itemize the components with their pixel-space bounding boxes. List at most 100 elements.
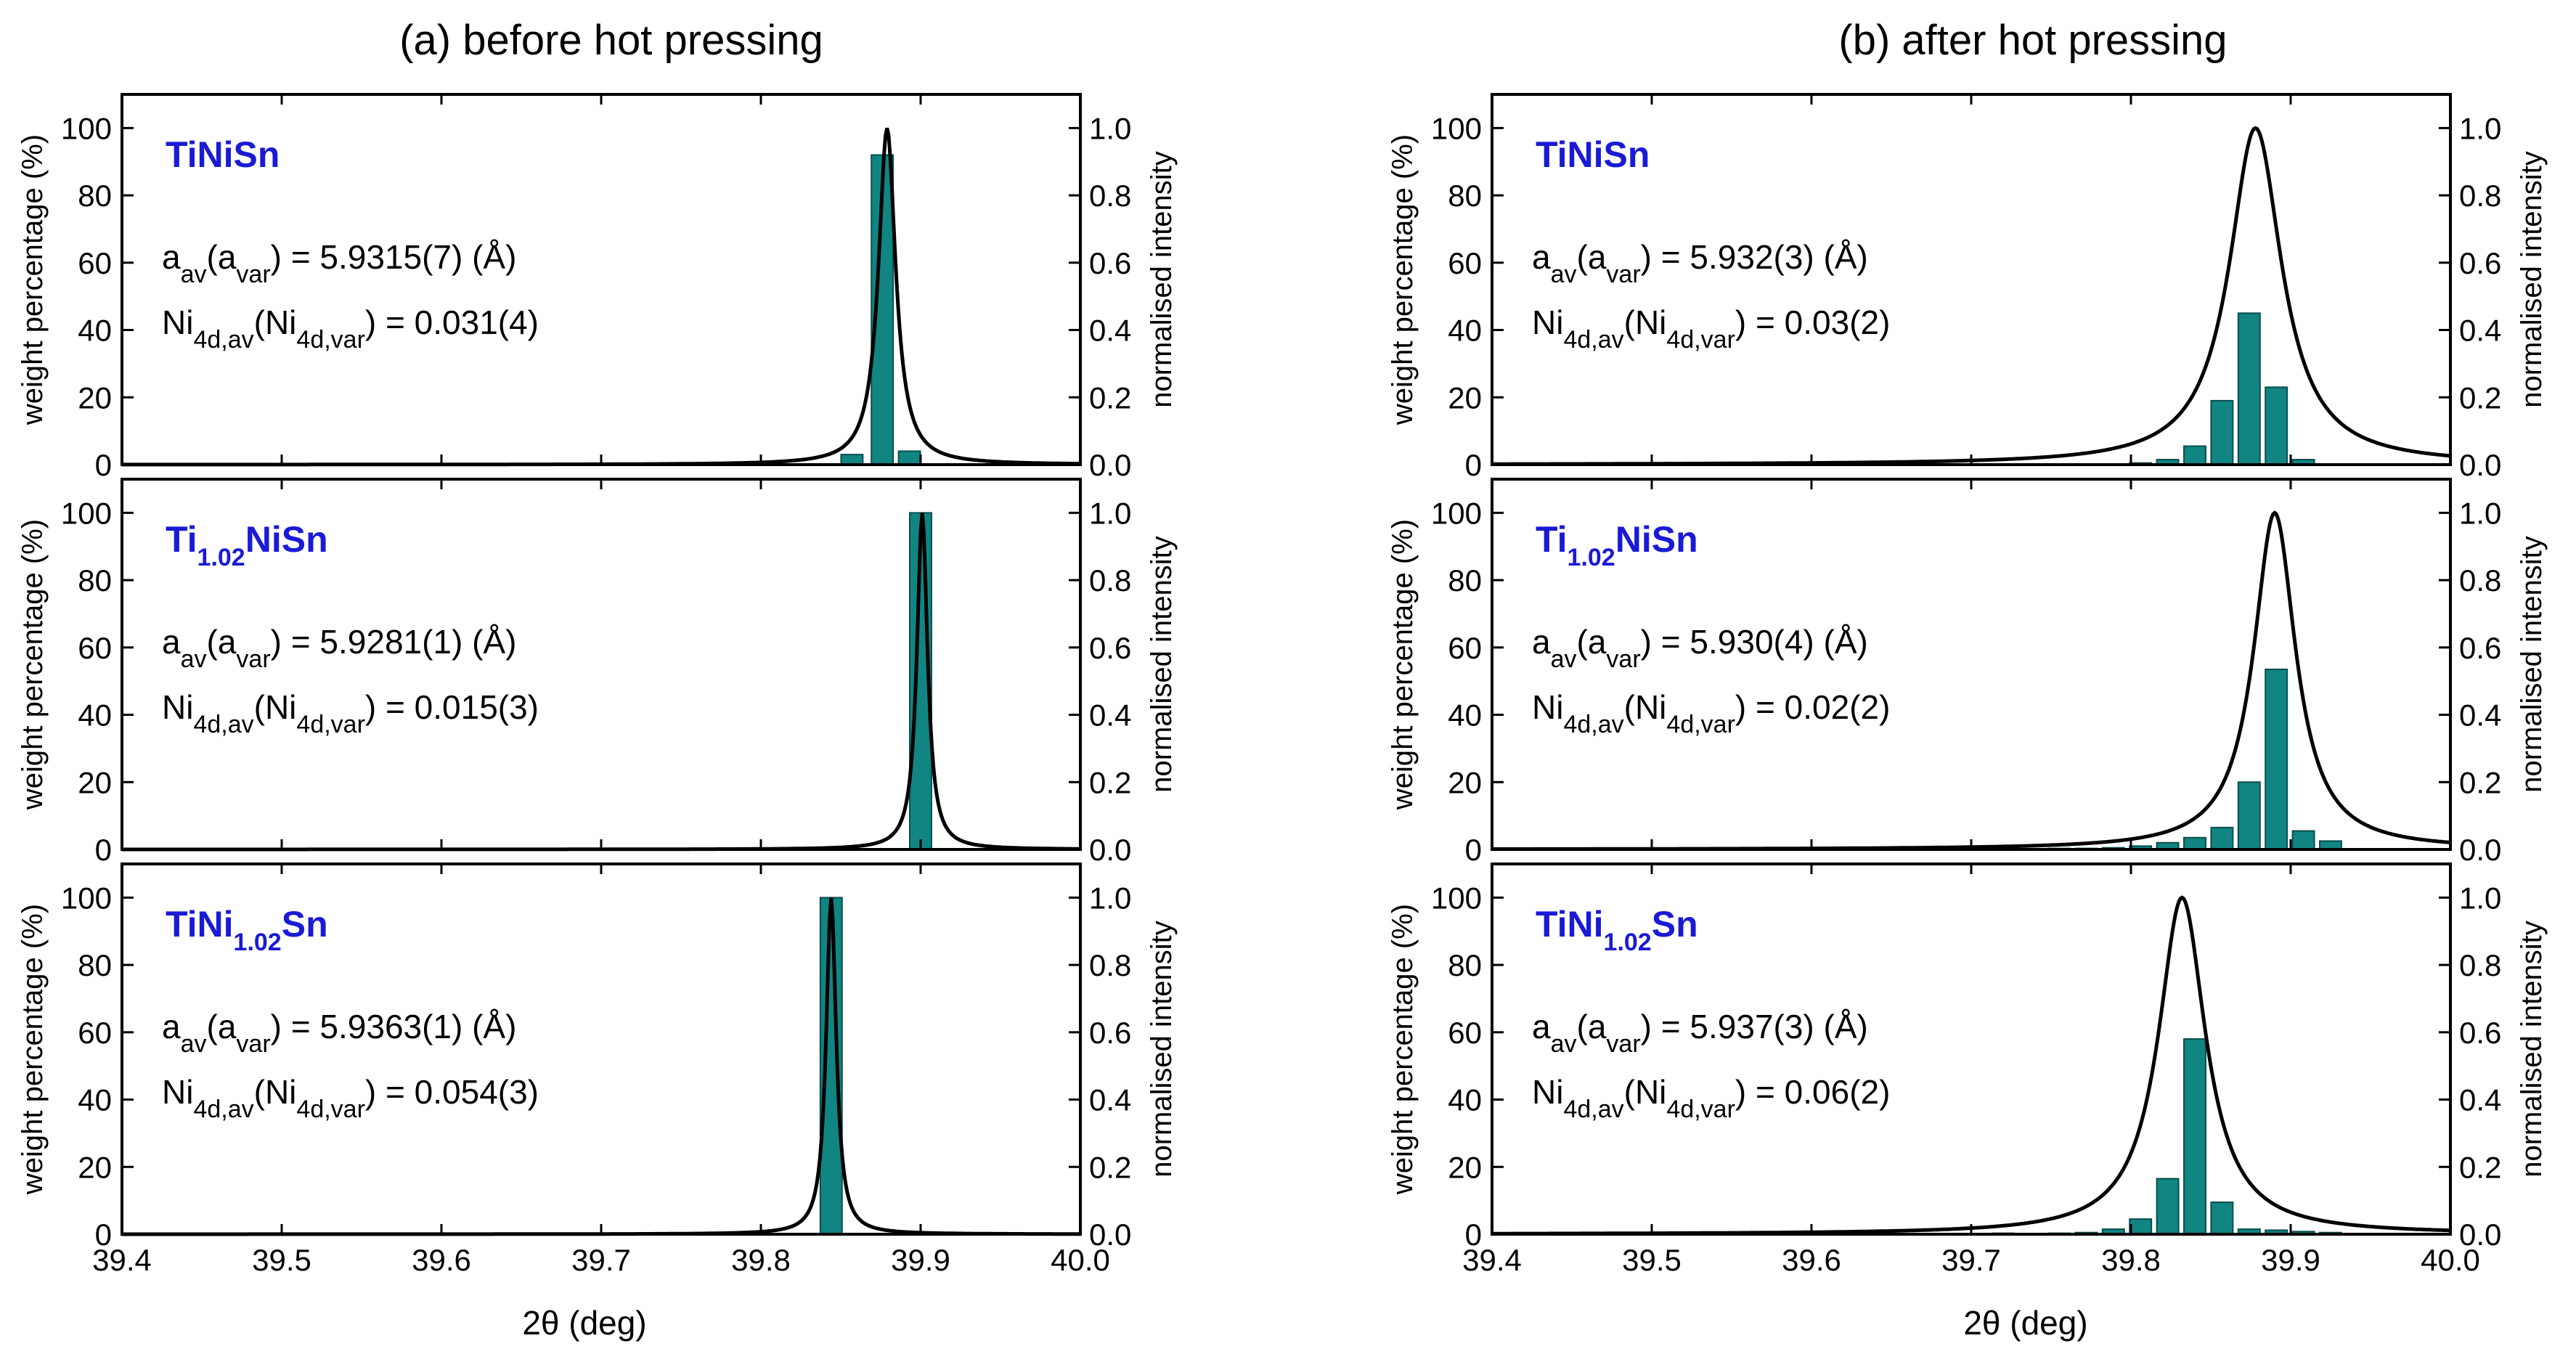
- y-axis-label-right: normalised intensity: [2516, 536, 2548, 793]
- y-left-tick-label: 60: [78, 1016, 112, 1050]
- y-left-tick-label: 60: [1448, 631, 1482, 665]
- y-left-tick-label: 80: [78, 563, 112, 598]
- y-left-tick-label: 20: [1448, 1150, 1482, 1184]
- subscript: 4d,av: [1563, 1096, 1623, 1123]
- bar: [2210, 826, 2234, 851]
- sample-subscript: 1.02: [1568, 544, 1615, 571]
- sample-text: TiNi: [1536, 904, 1604, 945]
- y-left-tick-label: 0: [95, 1218, 112, 1252]
- text-span: Ni: [1532, 303, 1563, 341]
- y-left-tick-label: 80: [78, 948, 112, 982]
- sample-subscript: 1.02: [234, 929, 282, 956]
- y-right-tick-label: 0.8: [2459, 948, 2501, 982]
- ni-occupancy-text: Ni4d,av(Ni4d,var) = 0.02(2): [1532, 688, 1890, 738]
- y-left-tick-label: 20: [78, 765, 112, 799]
- sample-label: TiNi1.02Sn: [1536, 904, 1698, 956]
- y-axis-label-right: normalised intensity: [1146, 536, 1178, 793]
- y-right-tick-label: 0.4: [2459, 1083, 2501, 1117]
- text-span: ): [1641, 1008, 1652, 1045]
- ni-occupancy-value: = 0.054(3): [376, 1073, 539, 1111]
- x-tick-label: 40.0: [1051, 1243, 1110, 1277]
- y-right-tick-label: 0.8: [2459, 179, 2501, 213]
- y-right-tick-label: 0.0: [1089, 833, 1131, 867]
- text-span: Ni: [162, 303, 193, 341]
- y-right-tick-label: 0.4: [1089, 314, 1131, 348]
- subscript: av: [1551, 261, 1577, 288]
- y-right-tick-label: 0.0: [1089, 1218, 1131, 1252]
- y-left-tick-label: 100: [61, 881, 112, 915]
- y-right-tick-label: 0.2: [2459, 1150, 2501, 1184]
- y-right-tick-label: 1.0: [2459, 496, 2501, 530]
- y-axis-label-left: weight percentage (%): [17, 519, 49, 810]
- panel-4: 0 20 40 60 80 100 0.0 0.2 0.4 0.6 0.8 1.0 weight per…: [1387, 478, 2548, 867]
- y-right-tick-label: 0.8: [1089, 948, 1131, 982]
- x-tick-label: 39.7: [1941, 1243, 2001, 1277]
- subscript: var: [236, 1030, 270, 1058]
- y-right-tick-label: 0.4: [1089, 1083, 1131, 1117]
- text-span: Ni: [162, 1073, 193, 1111]
- column-title-b: (b) after hot pressing: [1838, 17, 2227, 64]
- ni-occupancy-text: Ni4d,av(Ni4d,var) = 0.015(3): [162, 688, 539, 738]
- sample-text: NiSn: [245, 519, 328, 560]
- ni-occupancy-value: = 0.015(3): [376, 688, 539, 726]
- y-right-tick-label: 0.4: [2459, 698, 2501, 733]
- sample-text: Ti: [166, 519, 197, 560]
- y-right-tick-label: 0.0: [2459, 833, 2501, 867]
- subscript: av: [1551, 645, 1577, 673]
- text-span: (Ni: [254, 303, 297, 341]
- profile-curve: [122, 513, 1080, 852]
- subscript: 4d,var: [296, 326, 365, 354]
- y-axis-label-left: weight percentage (%): [1387, 904, 1419, 1195]
- sample-text: TiNiSn: [1536, 134, 1650, 175]
- bar: [2265, 668, 2288, 850]
- bar: [2265, 386, 2288, 466]
- y-left-tick-label: 100: [1431, 496, 1482, 530]
- profile-curve: [122, 127, 1081, 467]
- y-right-tick-label: 0.0: [1089, 448, 1131, 482]
- lattice-param-value: = 5.932(3) (Å): [1652, 238, 1868, 276]
- x-axis-label-a: 2θ (deg): [522, 1304, 646, 1342]
- subscript: var: [1606, 1030, 1640, 1058]
- lattice-param-value: = 5.937(3) (Å): [1652, 1008, 1868, 1045]
- y-left-tick-label: 80: [78, 179, 112, 213]
- y-right-tick-label: 1.0: [2459, 881, 2501, 915]
- subscript: av: [181, 261, 207, 288]
- lattice-param-value: = 5.9315(7) (Å): [282, 238, 516, 276]
- subscript: var: [1606, 645, 1640, 673]
- text-span: a: [1532, 623, 1551, 661]
- profile-curve: [1492, 126, 2451, 466]
- ni-occupancy-text: Ni4d,av(Ni4d,var) = 0.06(2): [1532, 1073, 1890, 1123]
- text-span: a: [162, 623, 181, 661]
- x-tick-label: 39.8: [2101, 1243, 2161, 1277]
- text-span: ): [1735, 303, 1746, 341]
- bar: [2237, 781, 2261, 850]
- sample-text: TiNiSn: [166, 134, 280, 175]
- subscript: 4d,av: [1563, 326, 1623, 354]
- text-span: ): [1641, 238, 1652, 276]
- bar: [2183, 445, 2206, 465]
- y-right-tick-label: 0.6: [2459, 631, 2501, 665]
- subscript: 4d,var: [1666, 1096, 1735, 1123]
- y-axis-label-right: normalised intensity: [1146, 151, 1178, 408]
- y-right-tick-label: 0.2: [1089, 1150, 1131, 1184]
- y-right-tick-label: 0.0: [2459, 448, 2501, 482]
- y-left-tick-label: 60: [1448, 1016, 1482, 1050]
- y-left-tick-label: 80: [1448, 179, 1482, 213]
- sample-label: TiNi1.02Sn: [166, 904, 328, 956]
- y-left-tick-label: 100: [1431, 111, 1482, 145]
- subscript: av: [181, 1030, 207, 1058]
- x-tick-label: 39.6: [1782, 1243, 1841, 1277]
- y-right-tick-label: 0.2: [2459, 380, 2501, 415]
- y-right-tick-label: 1.0: [1089, 881, 1131, 915]
- lattice-param-text: aav(avar) = 5.9315(7) (Å): [162, 238, 516, 288]
- x-tick-label: 39.5: [252, 1243, 311, 1277]
- y-left-tick-label: 80: [1448, 563, 1482, 598]
- text-span: (a: [1577, 1008, 1607, 1045]
- text-span: ): [271, 238, 282, 276]
- text-span: (a: [207, 1008, 237, 1045]
- y-left-tick-label: 0: [1465, 1218, 1482, 1252]
- text-span: ): [271, 623, 282, 661]
- panel-0: 0 20 40 60 80 100 0.0 0.2 0.4 0.6 0.8 1.0 weight per…: [17, 93, 1178, 482]
- subscript: 4d,av: [193, 326, 253, 354]
